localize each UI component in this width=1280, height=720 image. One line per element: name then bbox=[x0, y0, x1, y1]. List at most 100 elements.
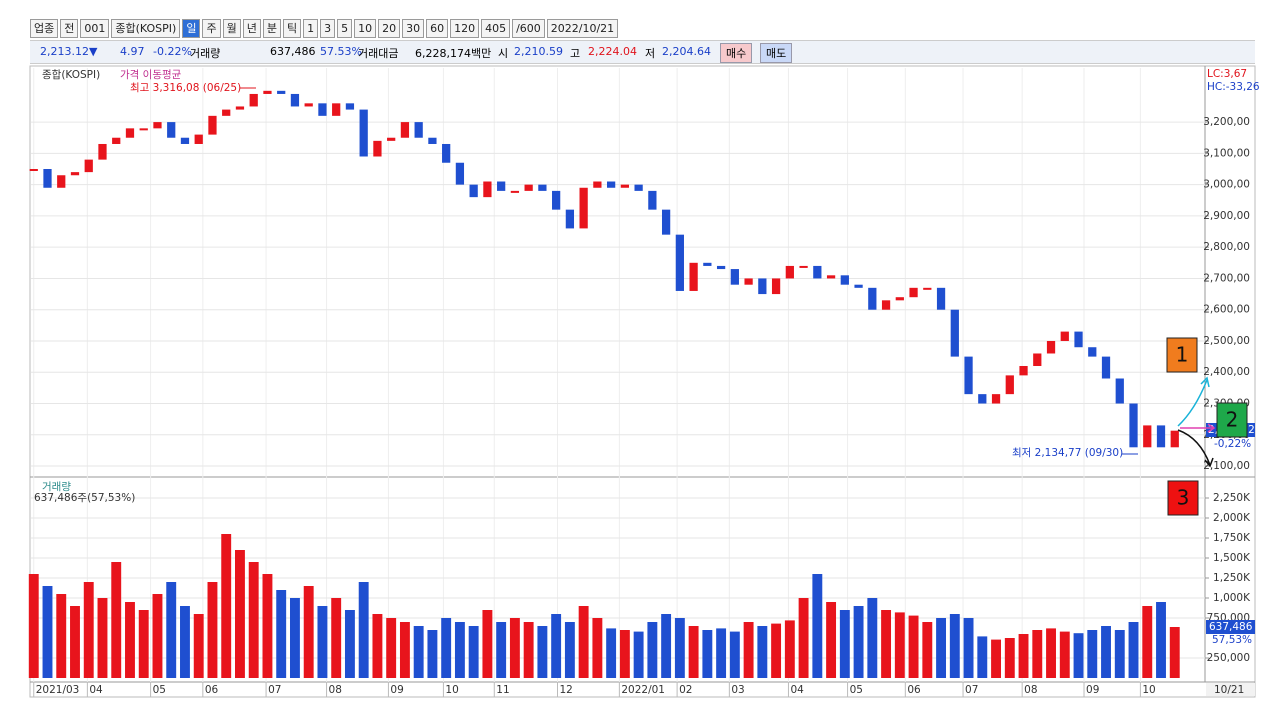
volume-bar bbox=[235, 550, 245, 678]
toolbar-item[interactable]: 일 bbox=[182, 19, 201, 38]
volume-bar bbox=[949, 614, 960, 678]
arrow-head bbox=[1207, 423, 1216, 433]
toolbar-item[interactable]: 틱 bbox=[282, 19, 302, 38]
candle bbox=[359, 109, 368, 157]
x-tick-label: 07 bbox=[268, 684, 281, 696]
toolbar-item[interactable]: 년 bbox=[242, 19, 261, 38]
price: 2,213.12▼ bbox=[40, 45, 98, 58]
volume-bar bbox=[826, 602, 837, 678]
y-tick-label: 2,900,00 bbox=[1203, 210, 1250, 222]
volume-pct: 57.53% bbox=[320, 45, 362, 58]
candle bbox=[29, 168, 38, 171]
volume-bar bbox=[523, 622, 534, 678]
change: 4.97 bbox=[120, 45, 145, 58]
toolbar-item[interactable]: 405 bbox=[481, 19, 511, 38]
toolbar-item[interactable]: /600 bbox=[512, 19, 545, 38]
candle bbox=[455, 162, 465, 185]
toolbar-item[interactable]: 주 bbox=[202, 19, 221, 38]
arrow-up bbox=[1177, 379, 1208, 427]
candle bbox=[84, 159, 93, 173]
volume-bar bbox=[564, 622, 575, 678]
volume-bar bbox=[207, 582, 218, 678]
volume-bar bbox=[303, 586, 314, 678]
volume-bar bbox=[606, 628, 617, 678]
x-tick-label: 10 bbox=[1142, 684, 1155, 696]
volume-bar bbox=[1018, 634, 1029, 678]
buy-button[interactable]: 매수 bbox=[720, 43, 753, 63]
open: 2,210.59 bbox=[514, 45, 563, 58]
candle bbox=[923, 287, 932, 290]
volume-bar bbox=[757, 626, 768, 678]
candle bbox=[799, 265, 808, 268]
last-volume: 637,486 bbox=[1209, 621, 1253, 633]
candle bbox=[304, 103, 313, 107]
toolbar-item[interactable]: 10 bbox=[354, 19, 377, 38]
volume-bar bbox=[331, 598, 342, 678]
volume-bar bbox=[633, 631, 644, 678]
sell-button[interactable]: 매도 bbox=[760, 43, 793, 63]
candle bbox=[689, 262, 698, 291]
toolbar-item[interactable]: 001 bbox=[80, 19, 110, 38]
volume-bar bbox=[1101, 626, 1111, 678]
toolbar-item[interactable]: 업종 bbox=[30, 19, 59, 38]
candle bbox=[1156, 425, 1166, 448]
candle bbox=[497, 181, 506, 191]
volume-bar bbox=[743, 622, 754, 678]
volume-bar bbox=[468, 626, 479, 678]
volume: 637,486 bbox=[270, 45, 316, 58]
y-tick-label: 250,000 bbox=[1207, 652, 1250, 664]
volume-bar bbox=[152, 594, 163, 678]
volume-bar bbox=[1128, 622, 1139, 678]
toolbar-item[interactable]: 30 bbox=[402, 19, 425, 38]
candle bbox=[813, 265, 822, 279]
candle bbox=[1170, 430, 1179, 448]
candle bbox=[579, 187, 588, 229]
y-tick-label: 2,000K bbox=[1213, 512, 1251, 524]
volume-bar bbox=[248, 562, 259, 678]
toolbar-item[interactable]: 월 bbox=[222, 19, 241, 38]
toolbar-item[interactable]: 1 bbox=[303, 19, 319, 38]
volume-bar bbox=[111, 562, 122, 678]
volume-bar bbox=[125, 602, 135, 678]
marker-label: 2 bbox=[1226, 408, 1239, 432]
candle bbox=[661, 209, 671, 235]
toolbar-item[interactable]: 분 bbox=[262, 19, 281, 38]
candle bbox=[868, 287, 877, 310]
chart-frame bbox=[29, 65, 1256, 698]
volume-bar bbox=[592, 618, 603, 678]
volume-bar bbox=[771, 623, 782, 678]
volume-bar bbox=[441, 618, 452, 678]
volume-bar bbox=[881, 610, 892, 678]
x-tick-label: 10 bbox=[445, 684, 458, 696]
candle bbox=[400, 122, 410, 138]
toolbar-item[interactable]: 5 bbox=[337, 19, 353, 38]
y-tick-label: 3,200,00 bbox=[1203, 116, 1250, 128]
candle bbox=[510, 190, 520, 193]
toolbar-item[interactable]: 3 bbox=[320, 19, 336, 38]
candle bbox=[483, 181, 492, 198]
volume-bar bbox=[97, 598, 108, 678]
toolbar-item[interactable]: 2022/10/21 bbox=[546, 19, 619, 38]
toolbar-item[interactable]: 전 bbox=[60, 19, 79, 38]
x-tick-label: 08 bbox=[329, 684, 342, 696]
toolbar-item[interactable]: 20 bbox=[378, 19, 401, 38]
y-tick-label: 1,000K bbox=[1213, 592, 1251, 604]
volume-bar bbox=[193, 614, 204, 678]
volume-box bbox=[1206, 620, 1255, 634]
volume-bar bbox=[716, 628, 727, 678]
candle bbox=[208, 115, 217, 135]
volume-bar bbox=[1046, 628, 1056, 678]
volume-bar bbox=[812, 574, 823, 678]
toolbar-item[interactable]: 종합(KOSPI) bbox=[111, 19, 181, 38]
candle bbox=[648, 190, 657, 210]
candle bbox=[1033, 353, 1042, 366]
candle bbox=[112, 137, 121, 144]
y-tick-label: 1,500K bbox=[1213, 552, 1251, 564]
toolbar-item[interactable]: 60 bbox=[426, 19, 449, 38]
candle bbox=[249, 93, 258, 107]
marker-box bbox=[1166, 337, 1198, 373]
amount-label: 거래대금 bbox=[358, 47, 399, 60]
volume-bar bbox=[509, 618, 520, 678]
toolbar-item[interactable]: 120 bbox=[450, 19, 480, 38]
